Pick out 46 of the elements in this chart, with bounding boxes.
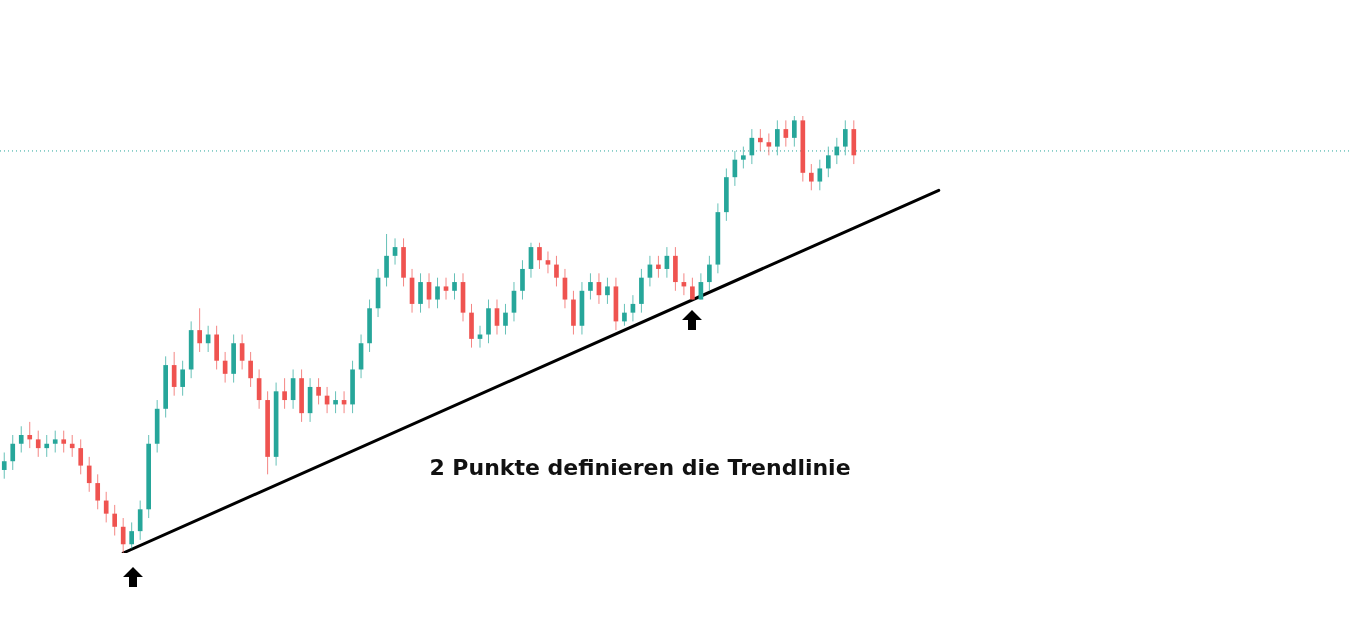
candlestick [605,277,610,305]
candlestick [418,272,423,314]
candlestick [120,517,126,554]
candlestick [503,303,508,335]
candlestick [707,255,712,292]
candlestick [384,233,389,287]
candlestick [52,430,58,453]
candlestick [817,159,823,191]
candlestick [27,421,33,449]
candlestick [282,377,287,410]
candlestick [137,500,143,541]
candlestick [758,128,763,152]
candlestick [554,255,559,287]
candlestick [588,272,593,301]
candlestick [316,377,321,405]
candlestick [792,115,797,148]
candlestick [248,351,253,388]
candlestick [766,132,772,156]
candlestick [622,303,627,327]
candlestick [112,504,118,537]
candlestick [435,277,440,309]
candlestick [69,434,75,458]
candlestick [690,277,695,301]
candlestick [129,521,135,550]
candlestick [537,242,542,270]
candlestick [95,473,101,510]
candlestick [86,456,92,493]
candlestick [452,272,457,301]
candlestick [825,146,831,178]
candlestick [1,451,7,480]
candlestick [44,434,50,458]
candlestick [656,255,661,279]
candlestick [103,491,109,523]
candlestick [18,425,24,453]
candlestick [78,438,84,475]
candlestick [10,434,16,471]
candlestick [443,277,449,301]
candlestick [545,250,551,274]
candlestick [180,360,185,397]
candlestick [35,430,41,458]
candlestick [520,259,525,301]
candlestick [197,307,202,353]
candlestick [808,163,814,191]
annotation: 2 Punkte definieren die Trendlinie [428,455,852,480]
candlestick [61,430,67,453]
candlestick [333,390,338,414]
